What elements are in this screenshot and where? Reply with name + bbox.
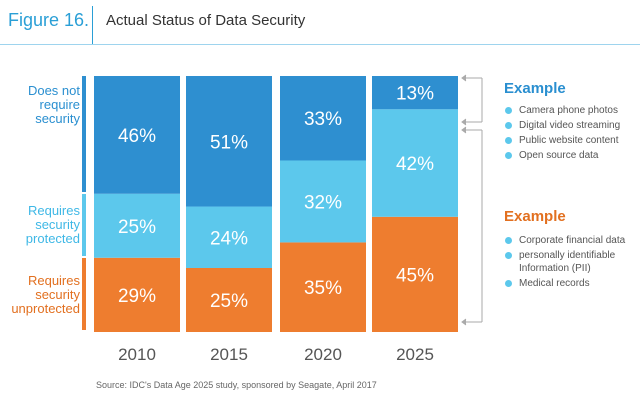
bullet-dot-icon bbox=[505, 107, 512, 114]
data-label-2015-s1: 24% bbox=[210, 228, 248, 249]
bar-segment-2025-s0 bbox=[372, 216, 458, 332]
example-bottom-list: Corporate financial data personally ident… bbox=[504, 234, 636, 292]
bar-segment-2015-s1 bbox=[186, 206, 272, 268]
data-label-2010-s0: 29% bbox=[118, 286, 156, 307]
data-label-2025-s1: 42% bbox=[396, 154, 434, 175]
bar-segment-2010-s2 bbox=[94, 76, 180, 194]
data-label-2020-s1: 32% bbox=[304, 192, 342, 213]
x-tick-label-2010: 2010 bbox=[118, 345, 156, 364]
bar-segment-2015-s2 bbox=[186, 76, 272, 207]
example-top-item: Public website content bbox=[504, 134, 620, 147]
category-bar-not-require bbox=[82, 76, 86, 192]
category-bar-protected bbox=[82, 194, 86, 256]
data-label-2025-s2: 13% bbox=[396, 84, 434, 105]
example-top-item-label: Camera phone photos bbox=[519, 105, 618, 116]
data-label-2025-s0: 45% bbox=[396, 265, 434, 286]
data-label-2015-s2: 51% bbox=[210, 132, 248, 153]
example-top-title: Example bbox=[504, 80, 566, 97]
figure-header: Figure 16. Actual Status of Data Securit… bbox=[0, 0, 640, 44]
data-label-2010-s2: 46% bbox=[118, 126, 156, 147]
header-rule bbox=[0, 44, 640, 45]
data-label-2020-s0: 35% bbox=[304, 278, 342, 299]
example-top-list: Camera phone photos Digital video streami… bbox=[504, 104, 620, 164]
example-bottom-item-label: Corporate financial data bbox=[519, 235, 626, 246]
bar-segment-2020-s0 bbox=[280, 242, 366, 332]
bullet-dot-icon bbox=[505, 252, 512, 259]
example-top-item: Camera phone photos bbox=[504, 104, 620, 117]
category-label-unprotected: Requires security unprotected bbox=[11, 273, 80, 316]
figure-title: Actual Status of Data Security bbox=[106, 12, 306, 29]
x-tick-label-2015: 2015 bbox=[210, 345, 248, 364]
data-label-2010-s1: 25% bbox=[118, 217, 156, 238]
bullet-dot-icon bbox=[505, 280, 512, 287]
example-top-item: Digital video streaming bbox=[504, 119, 620, 132]
category-bar-unprotected bbox=[82, 258, 86, 330]
example-top-item: Open source data bbox=[504, 149, 620, 162]
bar-segment-2020-s2 bbox=[280, 76, 366, 161]
example-bottom-item-label: Medical records bbox=[519, 278, 590, 289]
figure-label: Figure 16. bbox=[8, 10, 90, 30]
example-bottom-item: Medical records bbox=[504, 277, 636, 290]
example-top-item-label: Public website content bbox=[519, 135, 619, 146]
bracket-top bbox=[461, 74, 483, 126]
bar-segment-2020-s1 bbox=[280, 160, 366, 243]
header-divider bbox=[92, 6, 93, 44]
x-tick-label-2020: 2020 bbox=[304, 345, 342, 364]
bar-segment-2010-s1 bbox=[94, 193, 180, 258]
bracket-bottom bbox=[461, 126, 483, 326]
example-bottom-item: personally identifiable Information (PII… bbox=[504, 249, 636, 275]
example-top-item-label: Open source data bbox=[519, 150, 599, 161]
data-label-2020-s2: 33% bbox=[304, 109, 342, 130]
bar-segment-2010-s0 bbox=[94, 257, 180, 332]
data-label-2015-s0: 25% bbox=[210, 291, 248, 312]
x-tick-label-2025: 2025 bbox=[396, 345, 434, 364]
bar-segment-2025-s2 bbox=[372, 76, 458, 110]
bullet-dot-icon bbox=[505, 122, 512, 129]
bar-segment-2015-s0 bbox=[186, 268, 272, 332]
example-top-item-label: Digital video streaming bbox=[519, 120, 621, 131]
bullet-dot-icon bbox=[505, 152, 512, 159]
category-label-not-require: Does not require security bbox=[27, 83, 80, 126]
bar-segment-2025-s1 bbox=[372, 109, 458, 217]
example-bottom-item-label: personally identifiable Information (PII… bbox=[519, 250, 616, 274]
bullet-dot-icon bbox=[505, 137, 512, 144]
category-label-protected: Requires security protected bbox=[25, 203, 80, 246]
example-bottom-item: Corporate financial data bbox=[504, 234, 636, 247]
source-note: Source: IDC's Data Age 2025 study, spons… bbox=[96, 380, 377, 390]
bullet-dot-icon bbox=[505, 237, 512, 244]
example-bottom-title: Example bbox=[504, 208, 566, 225]
